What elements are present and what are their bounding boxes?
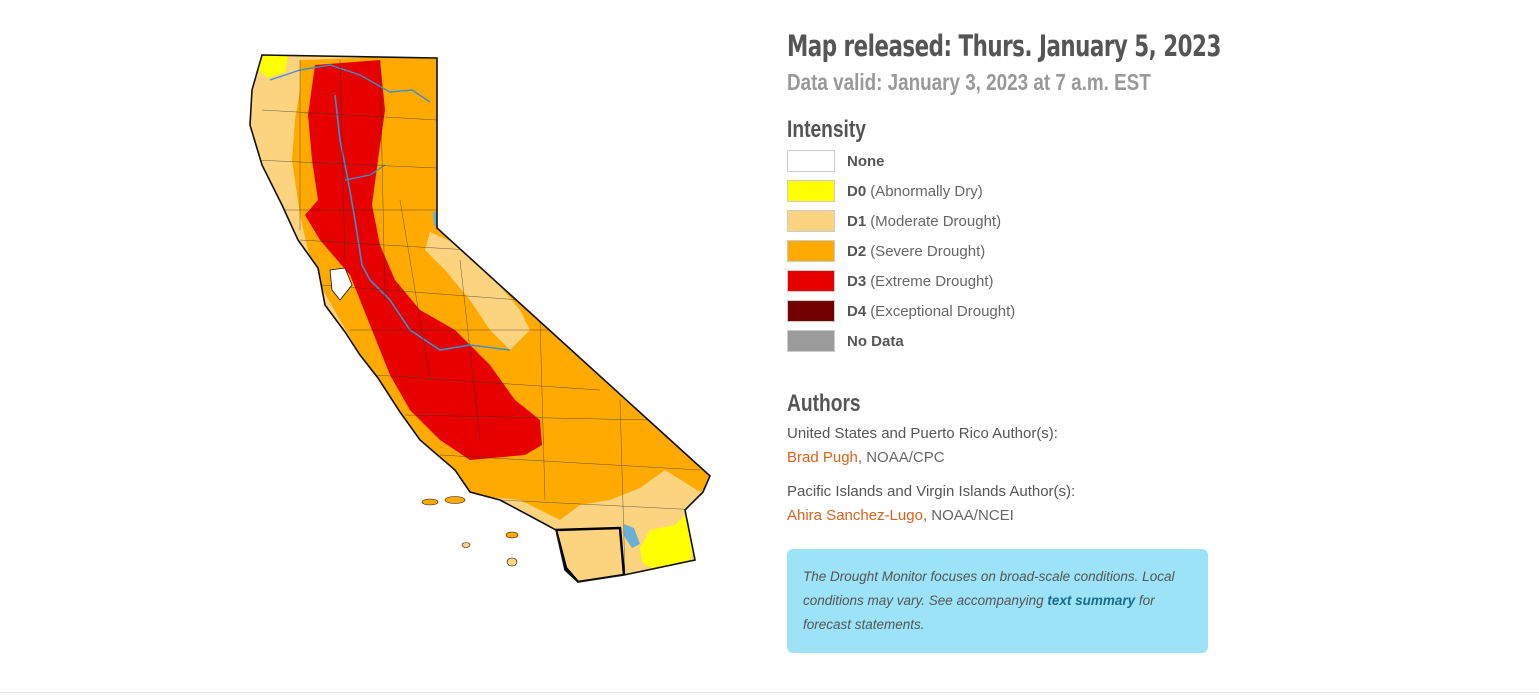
drought-map [240,40,730,600]
d0-north-patch [258,55,288,78]
channel-island [506,557,518,567]
san-joaquin-river [369,279,511,351]
legend-swatch [787,300,835,322]
authors-title: Authors [787,390,861,417]
state-outline [249,54,711,583]
legend-item-d4: D4 (Exceptional Drought) [787,296,1217,326]
d3-region [305,60,542,460]
channel-island [421,498,439,506]
author-link-ahira-sanchez-lugo[interactable]: Ahira Sanchez-Lugo [787,507,923,524]
legend-item-d3: D3 (Extreme Drought) [787,266,1217,296]
author-link-brad-pugh[interactable]: Brad Pugh [787,449,858,466]
channel-island [505,531,519,539]
legend-swatch [787,240,835,262]
legend-item-d1: D1 (Moderate Drought) [787,206,1217,236]
data-valid-subtitle: Data valid: January 3, 2023 at 7 a.m. ES… [787,69,1151,95]
intensity-legend: None D0 (Abnormally Dry) D1 (Moderate Drou… [787,146,1217,356]
sf-bay [329,267,353,301]
intensity-title: Intensity [787,116,866,143]
author-group-us-label: United States and Puerto Rico Author(s): [787,425,1058,442]
legend-swatch [787,180,835,202]
feather-river [344,164,386,181]
author-group-pacific-label: Pacific Islands and Virgin Islands Autho… [787,483,1076,500]
legend-item-none: None [787,146,1217,176]
channel-island [461,542,471,548]
bottom-divider [0,692,1539,693]
sacramento-river [334,94,371,281]
disclaimer-note: The Drought Monitor focuses on broad-sca… [787,549,1208,653]
d1-sierra-band [425,232,530,350]
author-group-pacific: Ahira Sanchez-Lugo, NOAA/NCEI [787,507,1014,524]
d0-south-patch [640,510,700,570]
author-group-us: Brad Pugh, NOAA/CPC [787,449,945,466]
legend-item-d0: D0 (Abnormally Dry) [787,176,1217,206]
text-summary-link[interactable]: text summary [1047,593,1136,608]
legend-item-no-data: No Data [787,326,1217,356]
legend-swatch [787,270,835,292]
info-panel: Map released: Thurs. January 5, 2023 Dat… [787,26,1221,528]
salton-sea [624,524,640,548]
legend-swatch [787,210,835,232]
legend-item-d2: D2 (Severe Drought) [787,236,1217,266]
legend-swatch [787,330,835,352]
map-released-title: Map released: Thurs. January 5, 2023 [787,29,1221,63]
channel-island [444,496,466,504]
legend-swatch [787,150,835,172]
